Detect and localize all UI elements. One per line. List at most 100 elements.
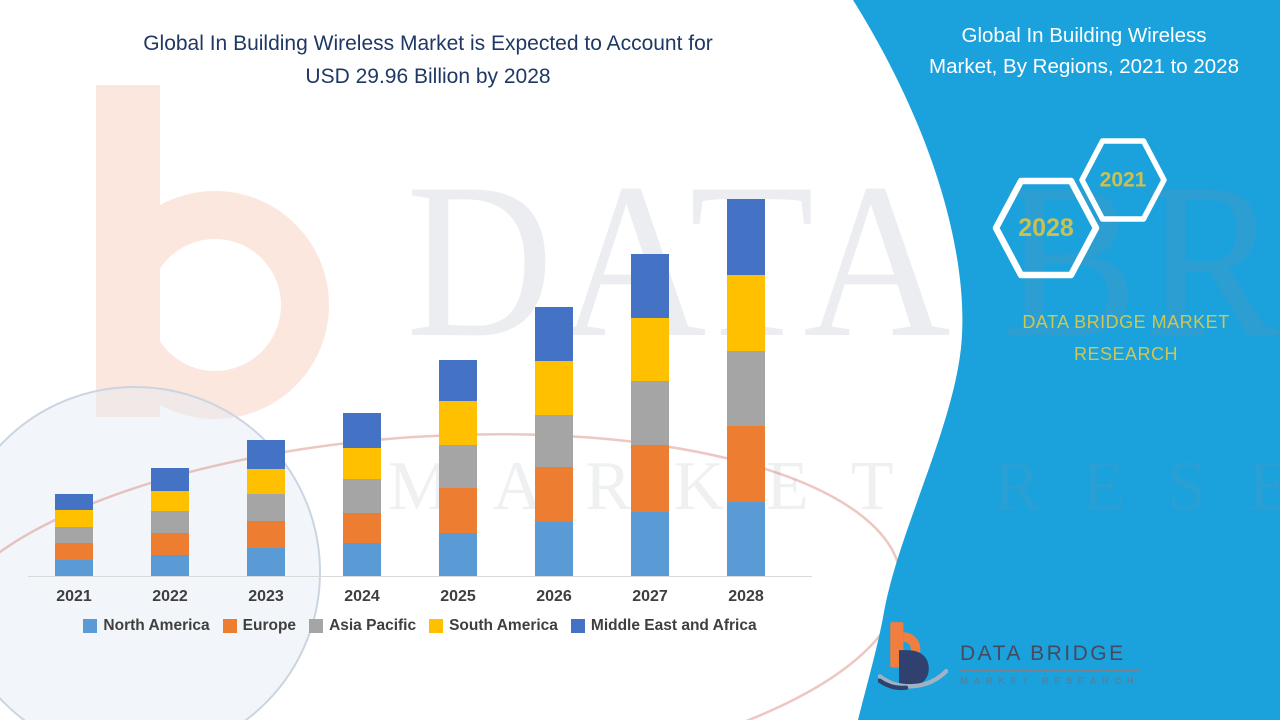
x-axis-label-2024: 2024 bbox=[344, 588, 380, 605]
bar-segment-south_america-2024 bbox=[343, 447, 381, 480]
legend-item-middle_east_africa: Middle East and Africa bbox=[570, 617, 757, 635]
bar-segment-north_america-2021 bbox=[55, 559, 93, 576]
bar-segment-asia_pacific-2025 bbox=[439, 445, 477, 488]
bars-area bbox=[26, 199, 794, 576]
bar-2026 bbox=[506, 306, 602, 576]
bar-stack-2021 bbox=[55, 494, 93, 576]
x-axis-label-2022: 2022 bbox=[152, 588, 188, 605]
legend-swatch-europe bbox=[222, 619, 237, 633]
bar-segment-north_america-2027 bbox=[631, 511, 669, 576]
hexagon-2021-label: 2021 bbox=[1100, 169, 1147, 192]
x-axis-label-2028: 2028 bbox=[728, 588, 764, 605]
bar-segment-north_america-2024 bbox=[343, 543, 381, 576]
bar-segment-north_america-2022 bbox=[151, 554, 189, 576]
bar-segment-middle_east_africa-2025 bbox=[439, 359, 477, 402]
stacked-bar-chart: 2021 2022 2023 2024 2025 2026 2027 2028 North A… bbox=[18, 199, 822, 635]
bar-segment-asia_pacific-2027 bbox=[631, 380, 669, 446]
bar-2025 bbox=[410, 359, 506, 576]
x-axis-labels: 2021 2022 2023 2024 2025 2026 2027 2028 bbox=[26, 588, 794, 606]
bar-stack-2028 bbox=[727, 199, 765, 576]
bar-segment-middle_east_africa-2026 bbox=[535, 306, 573, 361]
legend-item-europe: Europe bbox=[222, 617, 297, 635]
logo-subtitle: MARKET RESEARCH bbox=[960, 676, 1140, 687]
bar-2028 bbox=[698, 199, 794, 576]
data-bridge-logo-icon bbox=[878, 622, 948, 691]
bar-segment-middle_east_africa-2023 bbox=[247, 440, 285, 470]
legend-label-south_america: South America bbox=[449, 617, 558, 634]
bar-segment-south_america-2028 bbox=[727, 275, 765, 351]
bar-stack-2027 bbox=[631, 253, 669, 576]
bar-segment-south_america-2026 bbox=[535, 360, 573, 415]
bar-stack-2024 bbox=[343, 412, 381, 576]
bar-segment-europe-2023 bbox=[247, 520, 285, 549]
brand-name-line1: DATA BRIDGE MARKET bbox=[1022, 312, 1230, 332]
legend-label-north_america: North America bbox=[103, 617, 210, 634]
legend-swatch-south_america bbox=[429, 619, 444, 633]
bar-segment-middle_east_africa-2024 bbox=[343, 412, 381, 448]
legend-item-south_america: South America bbox=[429, 617, 558, 635]
logo-text: DATA BRIDGE MARKET RESEARCH bbox=[960, 642, 1140, 698]
x-axis-line bbox=[28, 576, 812, 577]
bar-segment-europe-2022 bbox=[151, 533, 189, 555]
bar-2023 bbox=[218, 440, 314, 576]
bar-stack-2025 bbox=[439, 359, 477, 576]
bar-segment-north_america-2026 bbox=[535, 521, 573, 576]
brand-name-line2: RESEARCH bbox=[1073, 344, 1179, 364]
legend-item-asia_pacific: Asia Pacific bbox=[309, 617, 416, 635]
legend-swatch-middle_east_africa bbox=[570, 619, 585, 633]
bar-segment-europe-2021 bbox=[55, 543, 93, 560]
legend-swatch-asia_pacific bbox=[309, 619, 324, 633]
bar-segment-south_america-2023 bbox=[247, 469, 285, 495]
bar-segment-asia_pacific-2022 bbox=[151, 510, 189, 534]
x-axis-label-2025: 2025 bbox=[440, 588, 476, 605]
chart-legend: North America Europe Asia Pacific South Ame… bbox=[18, 617, 822, 635]
bar-segment-europe-2026 bbox=[535, 466, 573, 522]
brand-name: DATA BRIDGE MARKET RESEARCH bbox=[1000, 306, 1252, 370]
bar-segment-middle_east_africa-2028 bbox=[727, 199, 765, 276]
panel-heading-line1: Global In Building Wireless bbox=[961, 24, 1207, 47]
bar-segment-asia_pacific-2021 bbox=[55, 526, 93, 544]
bar-segment-south_america-2025 bbox=[439, 401, 477, 446]
x-axis-label-2026: 2026 bbox=[536, 588, 572, 605]
bar-segment-south_america-2022 bbox=[151, 490, 189, 511]
bar-segment-south_america-2021 bbox=[55, 510, 93, 527]
chart-title: Global In Building Wireless Market is Ex… bbox=[88, 27, 768, 93]
bar-stack-2023 bbox=[247, 440, 285, 576]
chart-title-line1: Global In Building Wireless Market is Ex… bbox=[143, 32, 713, 55]
hexagon-2028-label: 2028 bbox=[1018, 214, 1074, 242]
bar-segment-europe-2024 bbox=[343, 513, 381, 544]
bar-segment-asia_pacific-2023 bbox=[247, 494, 285, 521]
legend-item-north_america: North America bbox=[83, 617, 210, 635]
logo-d-shape bbox=[899, 650, 929, 687]
hexagon-badges: 2021 2028 bbox=[992, 138, 1167, 279]
panel-heading: Global In Building Wireless Market, By R… bbox=[898, 20, 1270, 82]
bar-segment-asia_pacific-2028 bbox=[727, 350, 765, 427]
legend-label-asia_pacific: Asia Pacific bbox=[329, 617, 417, 634]
bar-segment-asia_pacific-2024 bbox=[343, 479, 381, 514]
x-axis-label-2023: 2023 bbox=[248, 588, 284, 605]
legend-label-middle_east_africa: Middle East and Africa bbox=[590, 617, 757, 634]
bar-stack-2022 bbox=[151, 467, 189, 576]
chart-title-line2: USD 29.96 Billion by 2028 bbox=[305, 65, 551, 88]
bar-segment-north_america-2023 bbox=[247, 548, 285, 576]
bar-segment-middle_east_africa-2022 bbox=[151, 467, 189, 491]
panel-heading-line2: Market, By Regions, 2021 to 2028 bbox=[929, 55, 1239, 78]
bar-2024 bbox=[314, 412, 410, 576]
bar-segment-north_america-2025 bbox=[439, 533, 477, 576]
bar-segment-europe-2025 bbox=[439, 487, 477, 534]
legend-label-europe: Europe bbox=[242, 617, 297, 634]
bar-segment-north_america-2028 bbox=[727, 501, 765, 576]
bar-segment-middle_east_africa-2021 bbox=[55, 494, 93, 511]
bar-segment-europe-2028 bbox=[727, 426, 765, 502]
logo-name: DATA BRIDGE bbox=[960, 642, 1140, 671]
bar-segment-europe-2027 bbox=[631, 445, 669, 512]
x-axis-label-2021: 2021 bbox=[56, 588, 92, 605]
company-logo: DATA BRIDGE MARKET RESEARCH bbox=[878, 618, 1140, 698]
bar-segment-south_america-2027 bbox=[631, 318, 669, 381]
bar-segment-middle_east_africa-2027 bbox=[631, 253, 669, 319]
x-axis-label-2027: 2027 bbox=[632, 588, 668, 605]
bar-segment-asia_pacific-2026 bbox=[535, 414, 573, 467]
bar-2027 bbox=[602, 253, 698, 576]
legend-swatch-north_america bbox=[83, 619, 98, 633]
